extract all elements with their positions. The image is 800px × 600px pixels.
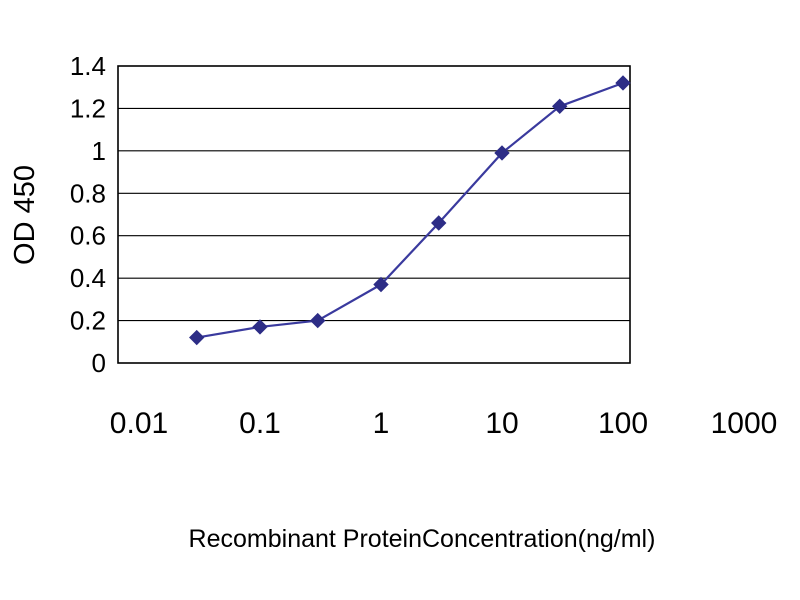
data-point-marker [373,276,389,293]
y-tick-label: 1.2 [70,93,106,123]
data-point-marker [615,75,631,91]
data-point-marker [252,319,268,335]
x-tick-label: 100 [598,407,648,440]
y-tick-label: 1.4 [70,51,106,81]
y-tick-label: 0.6 [70,221,106,251]
x-tick-label: 1000 [711,407,778,440]
series-line [196,81,624,339]
x-tick-label: 10 [485,407,518,440]
x-axis-title: Recombinant ProteinConcentration(ng/ml) [189,525,656,553]
y-tick-label: 1 [92,136,106,166]
x-tick-label: 1 [373,407,390,440]
x-tick-label: 0.1 [239,407,281,440]
data-point-marker [494,145,510,161]
gridlines [118,65,630,364]
y-tick-label: 0.4 [70,263,106,293]
data-point-marker [552,98,568,115]
x-tick-label: 0.01 [110,407,168,440]
data-series [189,75,631,346]
plot-border [117,65,631,364]
data-point-marker [189,329,205,346]
y-tick-label: 0.2 [70,306,106,336]
y-tick-label: 0 [92,348,106,378]
y-tick-labels: 0 0.2 0.4 0.6 0.8 1 1.2 1.4 [70,51,106,378]
y-axis-title: OD 450 [9,165,41,265]
x-tick-labels: 0.01 0.1 1 10 100 1000 [110,407,778,440]
data-point-marker [310,312,326,329]
y-tick-label: 0.8 [70,178,106,208]
data-point-marker [431,215,447,231]
